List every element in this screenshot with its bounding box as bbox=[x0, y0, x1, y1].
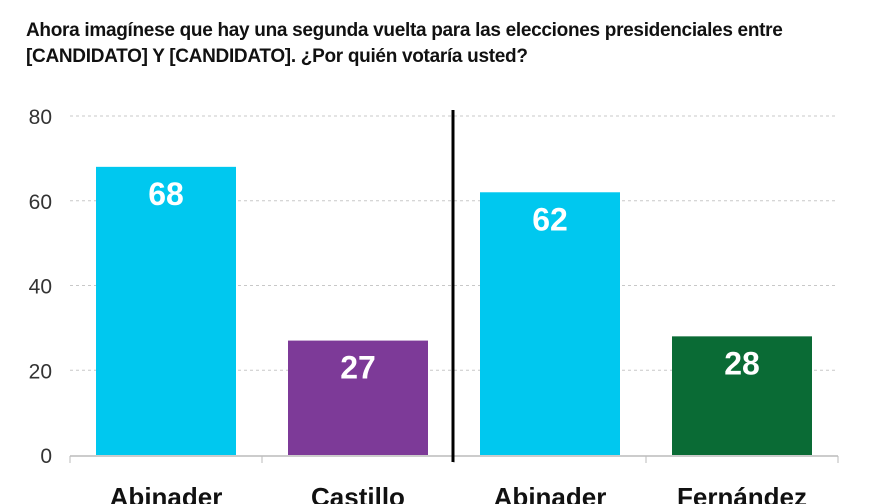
bar-abinader bbox=[480, 192, 620, 455]
y-tick-label: 20 bbox=[29, 360, 52, 383]
data-label: 27 bbox=[340, 350, 376, 386]
bar-fernández bbox=[672, 336, 812, 455]
x-category-label: Abinader bbox=[110, 482, 223, 504]
data-label: 28 bbox=[724, 345, 760, 381]
x-category-label: Abinader bbox=[494, 482, 607, 504]
data-label: 68 bbox=[148, 176, 184, 212]
y-tick-label: 0 bbox=[40, 445, 52, 468]
bar-abinader bbox=[96, 166, 236, 455]
chart-title: Ahora imagínese que hay una segunda vuel… bbox=[26, 20, 783, 67]
data-label: 62 bbox=[532, 201, 568, 237]
y-tick-label: 80 bbox=[29, 106, 52, 129]
y-tick-label: 60 bbox=[29, 191, 52, 214]
x-category-label: Fernández bbox=[677, 482, 807, 504]
y-tick-label: 40 bbox=[29, 276, 52, 299]
bar-castillo bbox=[288, 340, 428, 455]
x-category-label: Castillo bbox=[311, 482, 405, 504]
